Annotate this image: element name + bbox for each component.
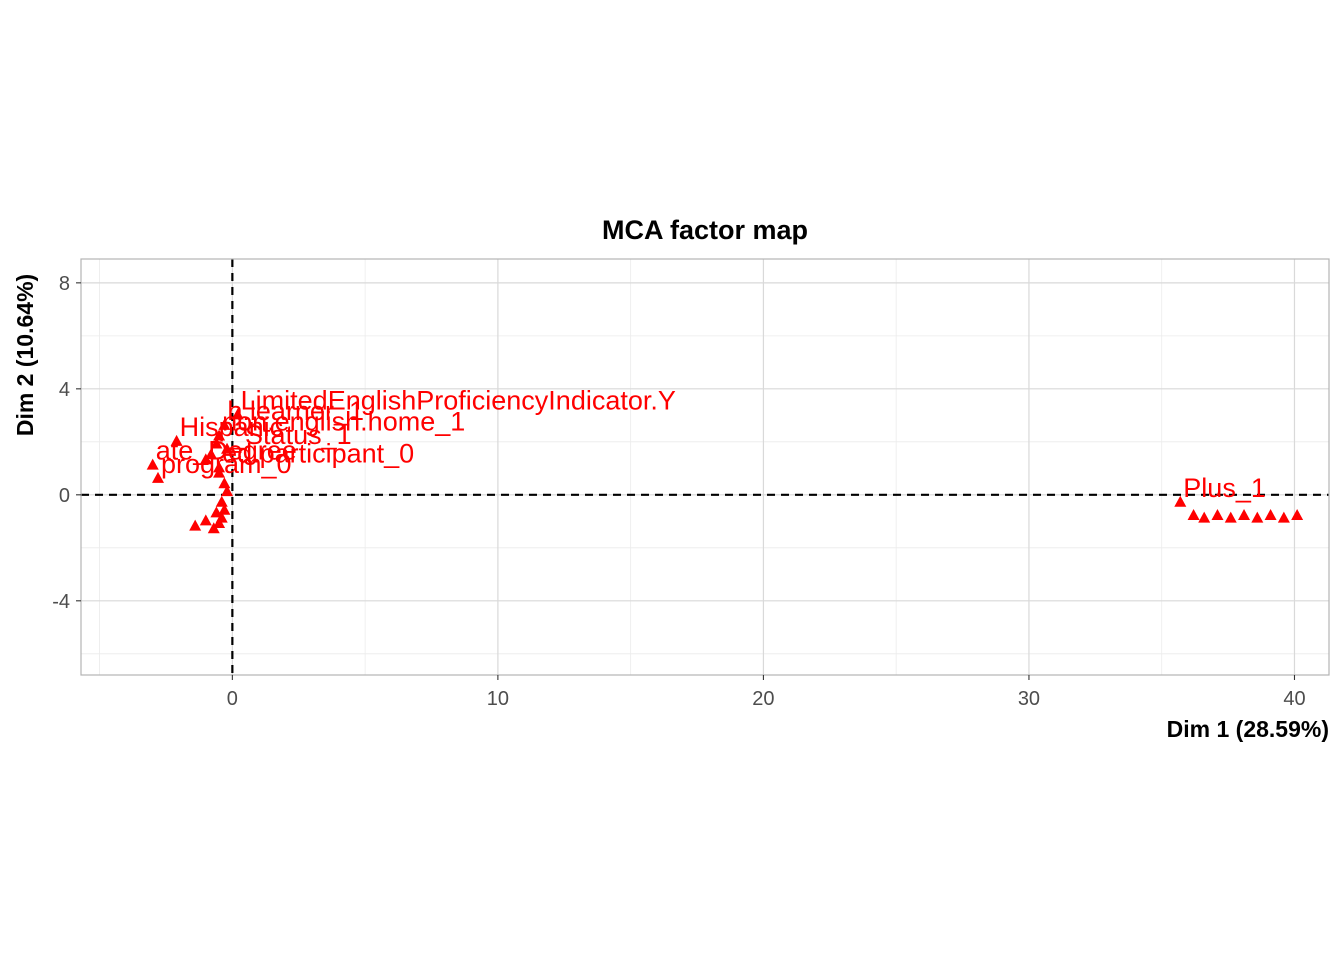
x-axis-ticks: 0 10 20 30 40 [227,675,1306,710]
point-marker [152,471,165,483]
point-marker [221,442,234,454]
y-tick-label: 8 [59,273,70,295]
point-marker [189,519,202,531]
point-marker [1224,511,1237,523]
point-marker [210,437,223,449]
reference-lines [81,259,1329,675]
chart-title: MCA factor map [602,215,808,245]
point-label: program_0 [161,449,292,479]
point-marker [1277,511,1290,523]
point-marker [146,458,159,470]
point-label: h.learner_1 [227,396,364,426]
minor-grid [81,259,1329,675]
point-marker [1238,509,1251,521]
x-tick-label: 10 [487,688,509,710]
x-tick-label: 0 [227,688,238,710]
y-tick-label: -4 [52,591,70,613]
plot-panel-border [80,258,1330,676]
point-marker [1198,511,1211,523]
point-label: ed.participant_0 [222,438,414,468]
point-marker [218,477,231,489]
point-marker [170,434,183,446]
major-grid [81,259,1329,675]
point-marker [221,485,234,497]
point-label: Hispanic [180,412,284,442]
point-marker [199,453,212,465]
point-marker [231,408,244,420]
x-axis-title: Dim 1 (28.59%) [1167,716,1329,742]
point-marker [218,503,231,515]
point-label: Plus_1 [1183,473,1266,503]
x-tick-label: 20 [752,688,774,710]
y-axis-ticks: -4 0 4 8 [52,273,81,613]
point-marker [1211,509,1224,521]
point-label: _Status_1 [229,420,352,450]
point-marker [213,429,226,441]
y-tick-label: 0 [59,485,70,507]
point-label: ate_Degree [156,436,297,466]
point-marker [210,506,223,518]
point-label: LimitedEnglishProficiencyIndicator.Y [241,385,676,415]
y-tick-label: 4 [59,379,70,401]
point-marker [1251,511,1264,523]
data-points: LimitedEnglishProficiencyIndicator.Ynon.… [146,385,1304,534]
x-tick-label: 40 [1283,688,1305,710]
point-marker [1187,509,1200,521]
point-marker [1174,495,1187,507]
point-marker [218,418,231,430]
point-label: non.english.home_1 [222,407,465,437]
y-axis-title: Dim 2 (10.64%) [12,274,38,436]
point-marker [199,514,212,526]
point-marker [213,466,226,478]
point-marker [213,516,226,528]
point-marker [1291,509,1304,521]
point-marker [215,495,228,507]
point-marker [1264,509,1277,521]
x-tick-label: 30 [1018,688,1040,710]
point-marker [207,522,220,534]
point-marker [205,448,218,460]
